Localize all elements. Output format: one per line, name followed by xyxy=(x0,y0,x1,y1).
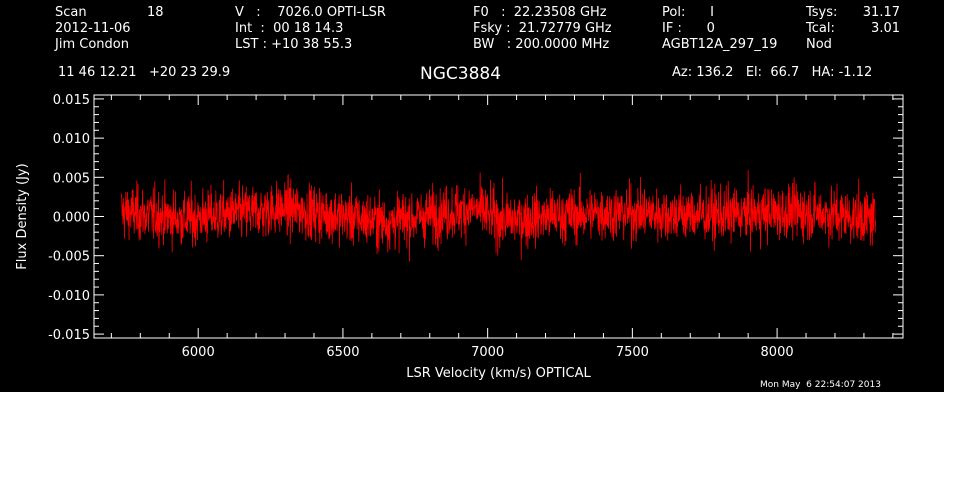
scan-number: 18 xyxy=(147,5,164,20)
sky-frequency: Fsky : 21.72779 GHz xyxy=(473,21,612,36)
object-name: NGC3884 xyxy=(420,64,502,84)
y-tick-label: -0.015 xyxy=(48,328,90,343)
velocity-field: V : 7026.0 OPTI-LSR xyxy=(235,5,386,20)
tcal-label: Tcal: xyxy=(806,21,835,36)
plot-panel: Scan 18 2012-11-06 Jim Condon V : 7026.0… xyxy=(0,0,944,392)
tsys-label: Tsys: xyxy=(806,5,838,20)
y-tick-label: -0.005 xyxy=(48,250,90,265)
axis-ticks-layer: 6000 6500 7000 7500 8000 -0.015 -0.010 -0.005 0.… xyxy=(48,93,903,360)
lst-field: LST : +10 38 55.3 xyxy=(235,37,353,52)
x-tick-label: 7000 xyxy=(471,345,504,360)
observer-name: Jim Condon xyxy=(55,37,129,52)
y-tick-label: 0.000 xyxy=(53,211,90,226)
integration-time: Int : 00 18 14.3 xyxy=(235,21,344,36)
y-tick-label: 0.005 xyxy=(53,171,90,186)
rest-frequency: F0 : 22.23508 GHz xyxy=(473,5,607,20)
bandwidth: BW : 200.0000 MHz xyxy=(473,37,610,52)
y-tick-label: 0.015 xyxy=(53,93,90,108)
source-coordinates: 11 46 12.21 +20 23 29.9 xyxy=(58,65,231,80)
plot-timestamp: Mon May 6 22:54:07 2013 xyxy=(760,380,881,390)
x-tick-label: 6500 xyxy=(326,345,359,360)
polarization: Pol: I xyxy=(662,5,714,20)
project-id: AGBT12A_297_19 xyxy=(662,37,778,52)
tsys-value: 31.17 xyxy=(862,5,900,20)
x-axis-label: LSR Velocity (km/s) OPTICAL xyxy=(406,366,591,381)
observing-mode: Nod xyxy=(806,37,832,52)
tcal-value: 3.01 xyxy=(871,21,900,36)
if-number: IF : 0 xyxy=(662,21,715,36)
az-el-ha: Az: 136.2 El: 66.7 HA: -1.12 xyxy=(672,65,873,80)
y-tick-label: 0.010 xyxy=(53,132,90,147)
y-tick-label: -0.010 xyxy=(48,289,90,304)
spectrum-trace-layer xyxy=(121,170,876,262)
y-axis-label: Flux Density (Jy) xyxy=(15,163,30,269)
spectrum-series-line xyxy=(121,170,876,262)
observation-date: 2012-11-06 xyxy=(55,21,131,36)
scan-label: Scan xyxy=(55,5,87,20)
x-tick-label: 6000 xyxy=(182,345,215,360)
x-tick-label: 8000 xyxy=(761,345,794,360)
x-tick-label: 7500 xyxy=(616,345,649,360)
spectrum-chart: 6000 6500 7000 7500 8000 -0.015 -0.010 -0.005 0.… xyxy=(15,93,904,381)
